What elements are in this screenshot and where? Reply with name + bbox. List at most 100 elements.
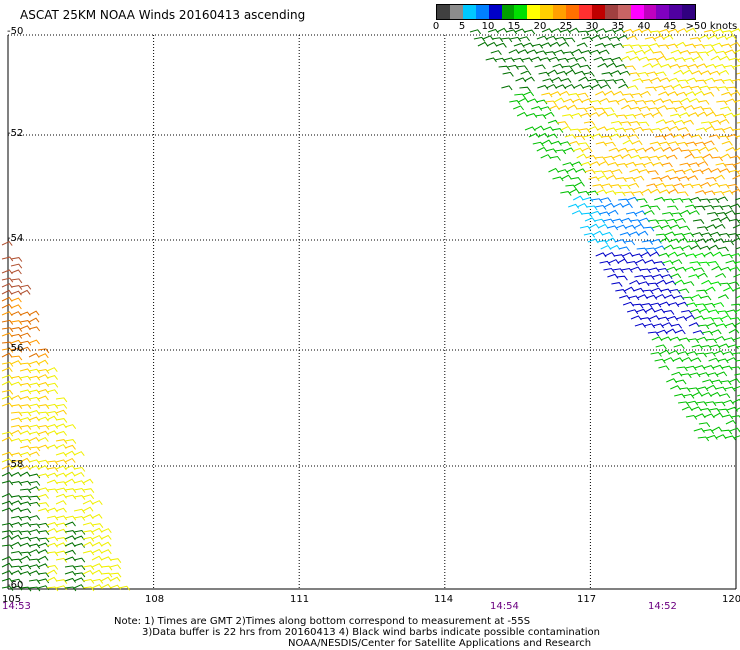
wind-barb — [665, 218, 678, 224]
wind-barb — [528, 132, 540, 138]
wind-barb — [10, 550, 23, 556]
wind-barb — [573, 83, 585, 89]
wind-barb — [527, 98, 539, 104]
wind-barb — [554, 149, 567, 155]
wind-barb — [694, 413, 706, 419]
wind-barb — [91, 584, 103, 590]
wind-barb — [717, 135, 730, 141]
legend-label-35: 35 — [611, 21, 625, 32]
wind-barb — [563, 98, 575, 104]
wind-barb — [46, 586, 59, 592]
wind-barb — [19, 332, 31, 338]
wind-barb — [593, 56, 605, 62]
wind-barb — [644, 307, 656, 313]
wind-barb — [10, 565, 23, 571]
wind-barb — [10, 320, 23, 325]
wind-barb — [708, 198, 720, 204]
wind-barb — [37, 578, 50, 584]
wind-barb — [683, 168, 695, 174]
wind-barb — [577, 142, 590, 148]
wind-barb — [28, 515, 41, 520]
wind-barb — [37, 436, 49, 442]
wind-barb — [620, 55, 632, 61]
wind-barb — [491, 37, 504, 43]
wind-barb — [621, 153, 633, 159]
wind-barb — [671, 259, 683, 264]
wind-barb — [19, 382, 32, 388]
wind-barb — [10, 263, 23, 269]
wind-barb — [548, 105, 560, 111]
wind-barb — [705, 338, 718, 344]
wind-barb — [562, 51, 575, 57]
wind-barb — [580, 161, 592, 167]
wind-barb — [603, 155, 615, 161]
wind-barb — [617, 98, 628, 103]
wind-barb — [693, 156, 705, 162]
time-label-middle: 14:54 — [490, 601, 519, 612]
wind-barb — [46, 507, 58, 513]
wind-barb — [705, 286, 716, 292]
wind-barb — [566, 104, 578, 110]
lat-label-54: -54 — [7, 233, 24, 244]
wind-barb — [591, 83, 602, 89]
wind-barb — [10, 257, 23, 262]
wind-barb — [720, 106, 732, 112]
wind-barb — [628, 72, 640, 78]
wind-barb — [666, 43, 678, 49]
wind-barb — [705, 401, 717, 407]
wind-barb — [636, 294, 648, 300]
wind-barb — [589, 161, 601, 167]
wind-barb — [663, 85, 675, 90]
wind-barb — [64, 530, 77, 535]
wind-barb — [73, 471, 85, 477]
wind-barb — [10, 290, 22, 296]
wind-barb — [28, 310, 40, 316]
wind-barb — [716, 371, 728, 377]
wind-barb — [10, 424, 23, 430]
wind-barb — [578, 76, 589, 82]
wind-barb — [641, 188, 652, 194]
wind-barb — [728, 169, 740, 175]
wind-barb — [661, 274, 673, 279]
wind-barb — [37, 522, 50, 528]
wind-barb — [557, 57, 569, 63]
wind-barb — [520, 70, 532, 76]
wind-barb — [604, 29, 617, 35]
wind-barb — [572, 195, 584, 201]
wind-barb — [37, 465, 49, 471]
wind-barb — [696, 401, 708, 407]
wind-barb — [542, 78, 554, 84]
wind-barb — [712, 302, 725, 307]
wind-barb — [644, 259, 656, 265]
wind-barb — [37, 537, 50, 543]
wind-barb — [657, 154, 669, 160]
wind-barb — [28, 339, 40, 345]
wind-barb — [713, 79, 725, 84]
wind-barb — [685, 365, 697, 371]
wind-barb — [100, 572, 113, 578]
wind-barb — [615, 224, 627, 230]
wind-barb — [694, 141, 706, 147]
legend-label-25: 25 — [559, 21, 573, 32]
wind-barb — [19, 542, 31, 548]
wind-barb — [688, 322, 700, 328]
wind-barb — [10, 500, 22, 506]
wind-barb — [637, 121, 650, 127]
wind-barb — [10, 464, 22, 470]
wind-barb — [678, 337, 690, 343]
wind-barb — [681, 133, 693, 138]
wind-barb — [495, 42, 507, 48]
wind-barb — [670, 273, 682, 279]
wind-barb — [681, 309, 693, 315]
wind-barb — [606, 62, 618, 68]
wind-barb — [28, 570, 40, 576]
wind-barb — [557, 169, 569, 174]
wind-barb — [100, 549, 112, 555]
wind-barb — [19, 284, 32, 290]
wind-barb — [712, 205, 724, 211]
wind-barb — [649, 141, 661, 147]
wind-barb — [82, 506, 94, 512]
wind-barb — [612, 268, 624, 274]
wind-barb — [46, 367, 58, 372]
